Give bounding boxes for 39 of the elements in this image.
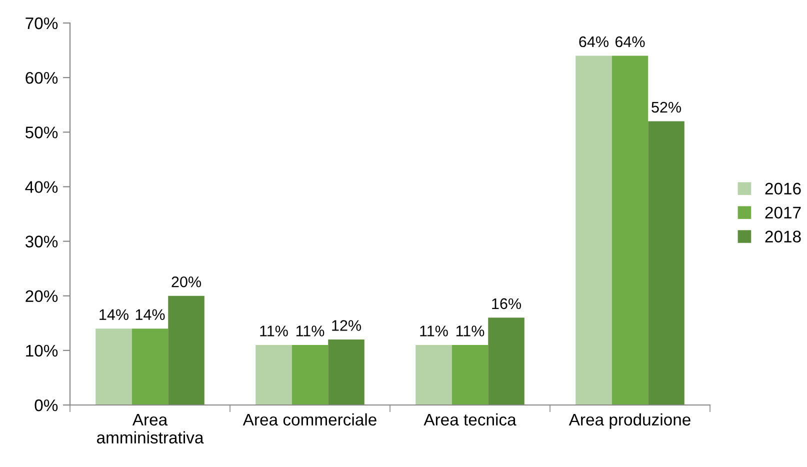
x-tick-label: Area amministrativa bbox=[96, 414, 204, 444]
bar bbox=[168, 296, 204, 405]
bar bbox=[612, 56, 648, 405]
bar bbox=[452, 344, 488, 405]
data-label: 12% bbox=[332, 320, 362, 331]
data-label: 52% bbox=[652, 102, 682, 113]
data-label: 20% bbox=[172, 276, 202, 288]
bar bbox=[256, 344, 292, 405]
bar bbox=[488, 318, 524, 405]
bar bbox=[328, 340, 364, 405]
y-tick-label: 20% bbox=[26, 290, 58, 302]
data-label: 11% bbox=[456, 326, 484, 336]
y-tick-label: 70% bbox=[26, 17, 58, 30]
data-label: 11% bbox=[420, 326, 448, 336]
y-tick-label: 30% bbox=[25, 236, 58, 248]
x-tick-label: Area produzione bbox=[568, 413, 690, 429]
bar bbox=[576, 56, 612, 405]
y-tick-label: 0% bbox=[34, 399, 58, 412]
data-label: 11% bbox=[260, 326, 288, 336]
data-label: 64% bbox=[615, 36, 645, 48]
bar bbox=[648, 121, 684, 405]
x-tick-label: Area tecnica bbox=[424, 413, 516, 426]
y-tick-label: 10% bbox=[26, 344, 58, 357]
bar bbox=[96, 328, 132, 405]
y-tick-label: 60% bbox=[26, 72, 58, 84]
bar bbox=[132, 328, 168, 405]
data-label: 14% bbox=[136, 309, 165, 320]
y-tick-label: 40% bbox=[25, 181, 58, 193]
y-tick-label: 50% bbox=[26, 126, 58, 138]
data-label: 11% bbox=[296, 326, 324, 336]
bar bbox=[292, 344, 328, 405]
data-label: 14% bbox=[100, 309, 128, 320]
bar bbox=[416, 344, 452, 405]
x-tick-label: Area commerciale bbox=[242, 413, 376, 426]
legend-label: 2018 bbox=[765, 230, 801, 242]
data-label: 16% bbox=[492, 298, 522, 310]
data-label: 64% bbox=[579, 36, 608, 48]
legend-label: 2017 bbox=[765, 206, 801, 219]
legend-label: 2016 bbox=[765, 182, 801, 195]
